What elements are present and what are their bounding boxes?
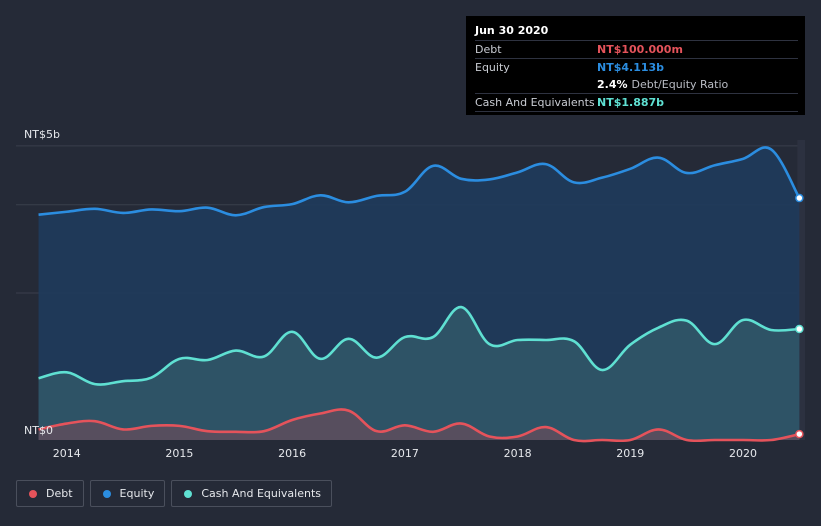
x-tick-label: 2018 <box>504 447 532 460</box>
tooltip-equity-row: Equity NT$4.113b <box>475 58 798 76</box>
legend-label-debt: Debt <box>46 487 73 500</box>
cash-dot-icon <box>184 489 193 498</box>
equity-line <box>38 146 801 217</box>
tooltip-cash-row: Cash And Equivalents NT$1.887b <box>475 93 798 112</box>
tooltip-ratio-row: 2.4% Debt/Equity Ratio <box>475 76 798 93</box>
equity-endpoint[interactable] <box>795 193 804 203</box>
legend-item-cash[interactable]: Cash And Equivalents <box>171 480 332 507</box>
legend-label-cash: Cash And Equivalents <box>201 487 321 500</box>
tooltip-cash-value: NT$1.887b <box>597 96 665 109</box>
x-tick-label: 2015 <box>165 447 193 460</box>
tooltip-date: Jun 30 2020 <box>475 24 549 37</box>
legend: Debt Equity Cash And Equivalents <box>16 480 332 507</box>
debt-endpoint[interactable] <box>795 429 804 439</box>
tooltip-debt-value: NT$100.000m <box>597 43 683 56</box>
tooltip-cash-label: Cash And Equivalents <box>475 96 595 109</box>
legend-item-equity[interactable]: Equity <box>89 480 166 507</box>
x-tick-label: 2016 <box>278 447 306 460</box>
debt-dot-icon <box>29 489 37 498</box>
cash-endpoint[interactable] <box>795 324 804 334</box>
y-tick-label: NT$0 <box>24 424 53 437</box>
hover-band <box>797 140 805 440</box>
tooltip-ratio-label: Debt/Equity Ratio <box>631 78 729 91</box>
legend-label-equity: Equity <box>119 487 155 500</box>
cash-line <box>38 305 800 386</box>
tooltip-equity-value: NT$4.113b <box>597 61 665 74</box>
tooltip: Jun 30 2020 Debt NT$100.000m Equity NT$4… <box>466 16 805 115</box>
x-tick-label: 2020 <box>729 447 757 460</box>
x-tick-label: 2019 <box>616 447 644 460</box>
legend-item-debt[interactable]: Debt <box>16 480 84 507</box>
tooltip-equity-label: Equity <box>475 61 510 74</box>
y-tick-label: NT$5b <box>24 128 60 141</box>
tooltip-ratio-value: 2.4% <box>597 78 628 91</box>
equity-dot-icon <box>102 489 111 498</box>
debt-line <box>38 408 800 443</box>
x-tick-label: 2017 <box>391 447 419 460</box>
x-tick-label: 2014 <box>53 447 81 460</box>
tooltip-debt-label: Debt <box>475 43 502 56</box>
tooltip-debt-row: Debt NT$100.000m <box>475 40 798 58</box>
debt-area <box>38 409 800 442</box>
cash-area <box>38 307 800 440</box>
